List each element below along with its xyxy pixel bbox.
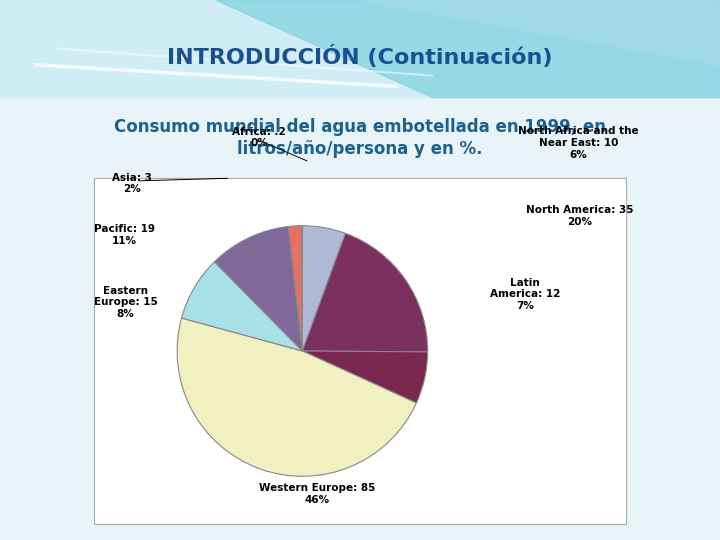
Text: North America: 35
20%: North America: 35 20%: [526, 205, 633, 227]
Wedge shape: [215, 226, 302, 351]
FancyBboxPatch shape: [94, 178, 626, 524]
Text: North Africa and the
Near East: 10
6%: North Africa and the Near East: 10 6%: [518, 126, 639, 160]
Text: Western Europe: 85
46%: Western Europe: 85 46%: [258, 483, 375, 505]
Bar: [0, 0, 720, 97]
Text: Africa: .2
0%: Africa: .2 0%: [233, 127, 286, 148]
Text: Eastern
Europe: 15
8%: Eastern Europe: 15 8%: [94, 286, 158, 319]
Wedge shape: [302, 226, 346, 351]
Text: Latin
America: 12
7%: Latin America: 12 7%: [490, 278, 560, 311]
Text: Pacific: 19
11%: Pacific: 19 11%: [94, 224, 155, 246]
Text: Asia: 3
2%: Asia: 3 2%: [112, 173, 151, 194]
Wedge shape: [289, 226, 302, 351]
Text: litros/año/persona y en %.: litros/año/persona y en %.: [238, 139, 482, 158]
Polygon shape: [360, 0, 720, 65]
Polygon shape: [216, 0, 720, 97]
Wedge shape: [177, 318, 416, 476]
Text: INTRODUCCIÓN (Continuación): INTRODUCCIÓN (Continuación): [167, 45, 553, 68]
Wedge shape: [302, 233, 428, 352]
Wedge shape: [181, 262, 302, 351]
Wedge shape: [302, 351, 428, 403]
Text: Consumo mundial del agua embotellada en 1999, en: Consumo mundial del agua embotellada en …: [114, 118, 606, 136]
